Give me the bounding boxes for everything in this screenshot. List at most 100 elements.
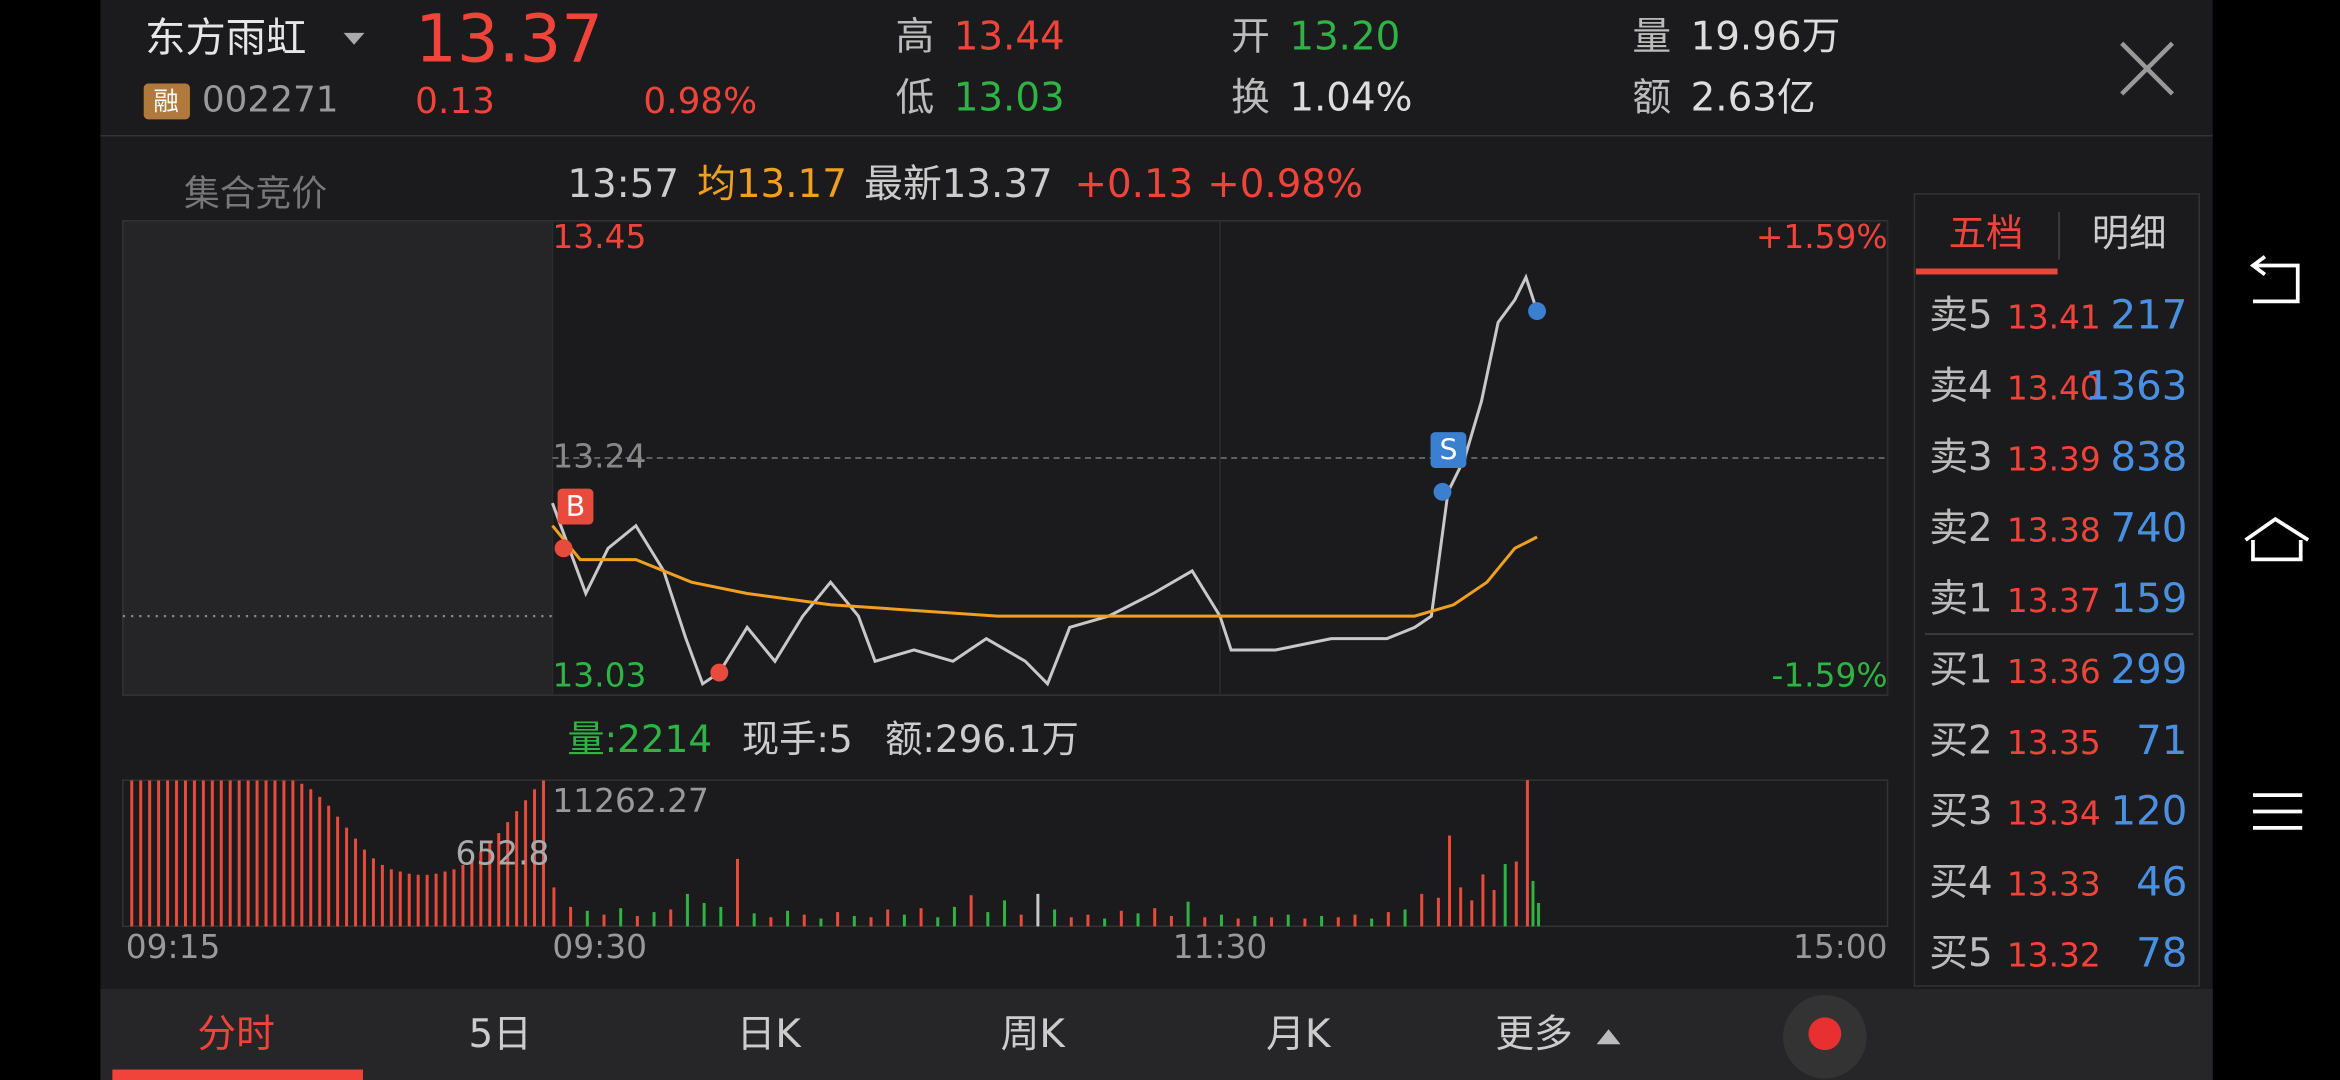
volume-bar [685, 893, 689, 927]
ob-qty: 217 [2110, 293, 2187, 339]
auction-volume-bar [452, 869, 456, 927]
volume-bar [1320, 915, 1324, 927]
close-button[interactable] [2120, 41, 2175, 96]
volume-bar [1403, 909, 1407, 927]
ob-label: 卖2 [1929, 506, 1992, 551]
volume-bar [1514, 861, 1518, 927]
value: 19.96万 [1691, 14, 1841, 59]
amount: 额:296.1万 [885, 717, 1079, 761]
auction-volume-bar [246, 780, 250, 927]
volume-bar [602, 914, 606, 927]
dropdown-arrow[interactable] [343, 32, 365, 45]
auction-label: 集合竞价 [184, 173, 327, 214]
auction-volume-bar [533, 789, 537, 927]
volume-bar [669, 909, 673, 927]
auction-volume-bar [192, 780, 196, 927]
auction-volume-bar [300, 783, 304, 927]
auction-volume-bar [210, 780, 214, 927]
tab-bar [100, 989, 2213, 1080]
auction-volume-bar [515, 811, 519, 927]
nav-home[interactable] [2244, 516, 2310, 562]
y-tick-label: 13.03 [552, 657, 646, 695]
volume-bar [1103, 918, 1107, 927]
ob-qty: 299 [2110, 647, 2187, 693]
tab[interactable]: 分时 [197, 1012, 275, 1057]
auction-volume-bar [255, 780, 259, 927]
volume-bar [1203, 917, 1207, 927]
price-line [551, 524, 1538, 618]
volume-bar [1270, 917, 1274, 927]
volume-bar [1481, 874, 1485, 927]
ob-price: 13.41 [2007, 299, 2101, 337]
ob-price: 13.39 [2007, 440, 2101, 478]
auction-volume-bar [506, 822, 510, 927]
ob-label: 买1 [1929, 648, 1992, 693]
ob-price: 13.40 [2007, 370, 2101, 408]
ob-price: 13.37 [2007, 582, 2101, 620]
avg: 均13.17 [697, 162, 847, 207]
auction-volume-bar [398, 871, 402, 927]
nav-back[interactable] [2249, 255, 2300, 304]
tab[interactable]: 五档 [1949, 211, 2024, 255]
tab[interactable]: 日K [737, 1012, 803, 1057]
auction-volume-bar [309, 789, 313, 927]
volume-bar [836, 912, 840, 927]
tab[interactable]: 明细 [2092, 211, 2167, 255]
value: 1.04% [1289, 75, 1412, 120]
auction-volume-bar [157, 780, 161, 927]
tab[interactable]: 更多 [1495, 1012, 1573, 1057]
more-arrow[interactable] [1596, 1029, 1621, 1045]
auction-volume-bar [282, 780, 286, 927]
volume-bar [1036, 893, 1040, 927]
trade-dot [710, 663, 729, 682]
auction-volume-bar [201, 780, 205, 927]
tab[interactable]: 月K [1266, 1012, 1332, 1057]
auction-volume-bar [139, 780, 143, 927]
tab[interactable]: 周K [1001, 1012, 1067, 1057]
stock-name[interactable]: 东方雨虹 [145, 15, 306, 61]
auction-volume-bar [219, 780, 223, 927]
trade-dot [1528, 302, 1547, 321]
value: 13.03 [954, 75, 1065, 120]
auction-volume-bar [327, 805, 331, 927]
volume-bar [1503, 864, 1507, 927]
volume-bar [786, 910, 790, 927]
tab[interactable]: 5日 [469, 1012, 532, 1057]
latest: 最新13.37 [864, 162, 1053, 207]
volume-bar [1448, 835, 1452, 927]
ob-price: 13.38 [2007, 511, 2101, 549]
y-tick-label: 13.24 [552, 437, 646, 475]
auction-volume-bar [183, 780, 187, 927]
nav-menu[interactable] [2252, 793, 2303, 830]
ob-price: 13.35 [2007, 724, 2101, 762]
ob-qty: 78 [2136, 930, 2187, 976]
x-tick-label: 15:00 [1793, 928, 1888, 966]
volume-bar [619, 908, 623, 927]
volume-bar [1492, 890, 1496, 927]
volume-bar [1436, 897, 1440, 927]
auction-volume-bar [175, 780, 179, 927]
tab-indicator [112, 1069, 363, 1080]
volume-bar [552, 887, 556, 927]
volume-bar [1353, 914, 1357, 927]
auction-volume-bar [407, 873, 411, 927]
auction-volume-label: 652.8 [456, 834, 550, 872]
volume-bar [819, 918, 823, 927]
volume-bar [635, 915, 639, 927]
auction-volume-bar [425, 874, 429, 927]
volume-bar [1186, 901, 1190, 927]
badge-text: 融 [153, 86, 178, 116]
volume-bar [1537, 902, 1541, 927]
volume-bar [719, 906, 723, 927]
ob-qty: 71 [2136, 718, 2187, 764]
volume-bar [769, 917, 773, 927]
volume-bar [1053, 909, 1057, 927]
x-tick-label: 11:30 [1173, 928, 1268, 966]
volume-bar [736, 858, 739, 927]
auction-volume-bar [497, 833, 501, 927]
ob-price: 13.34 [2007, 795, 2101, 833]
ob-qty: 838 [2110, 434, 2187, 480]
volume-bar [802, 914, 806, 927]
auction-volume-bar [416, 874, 420, 927]
